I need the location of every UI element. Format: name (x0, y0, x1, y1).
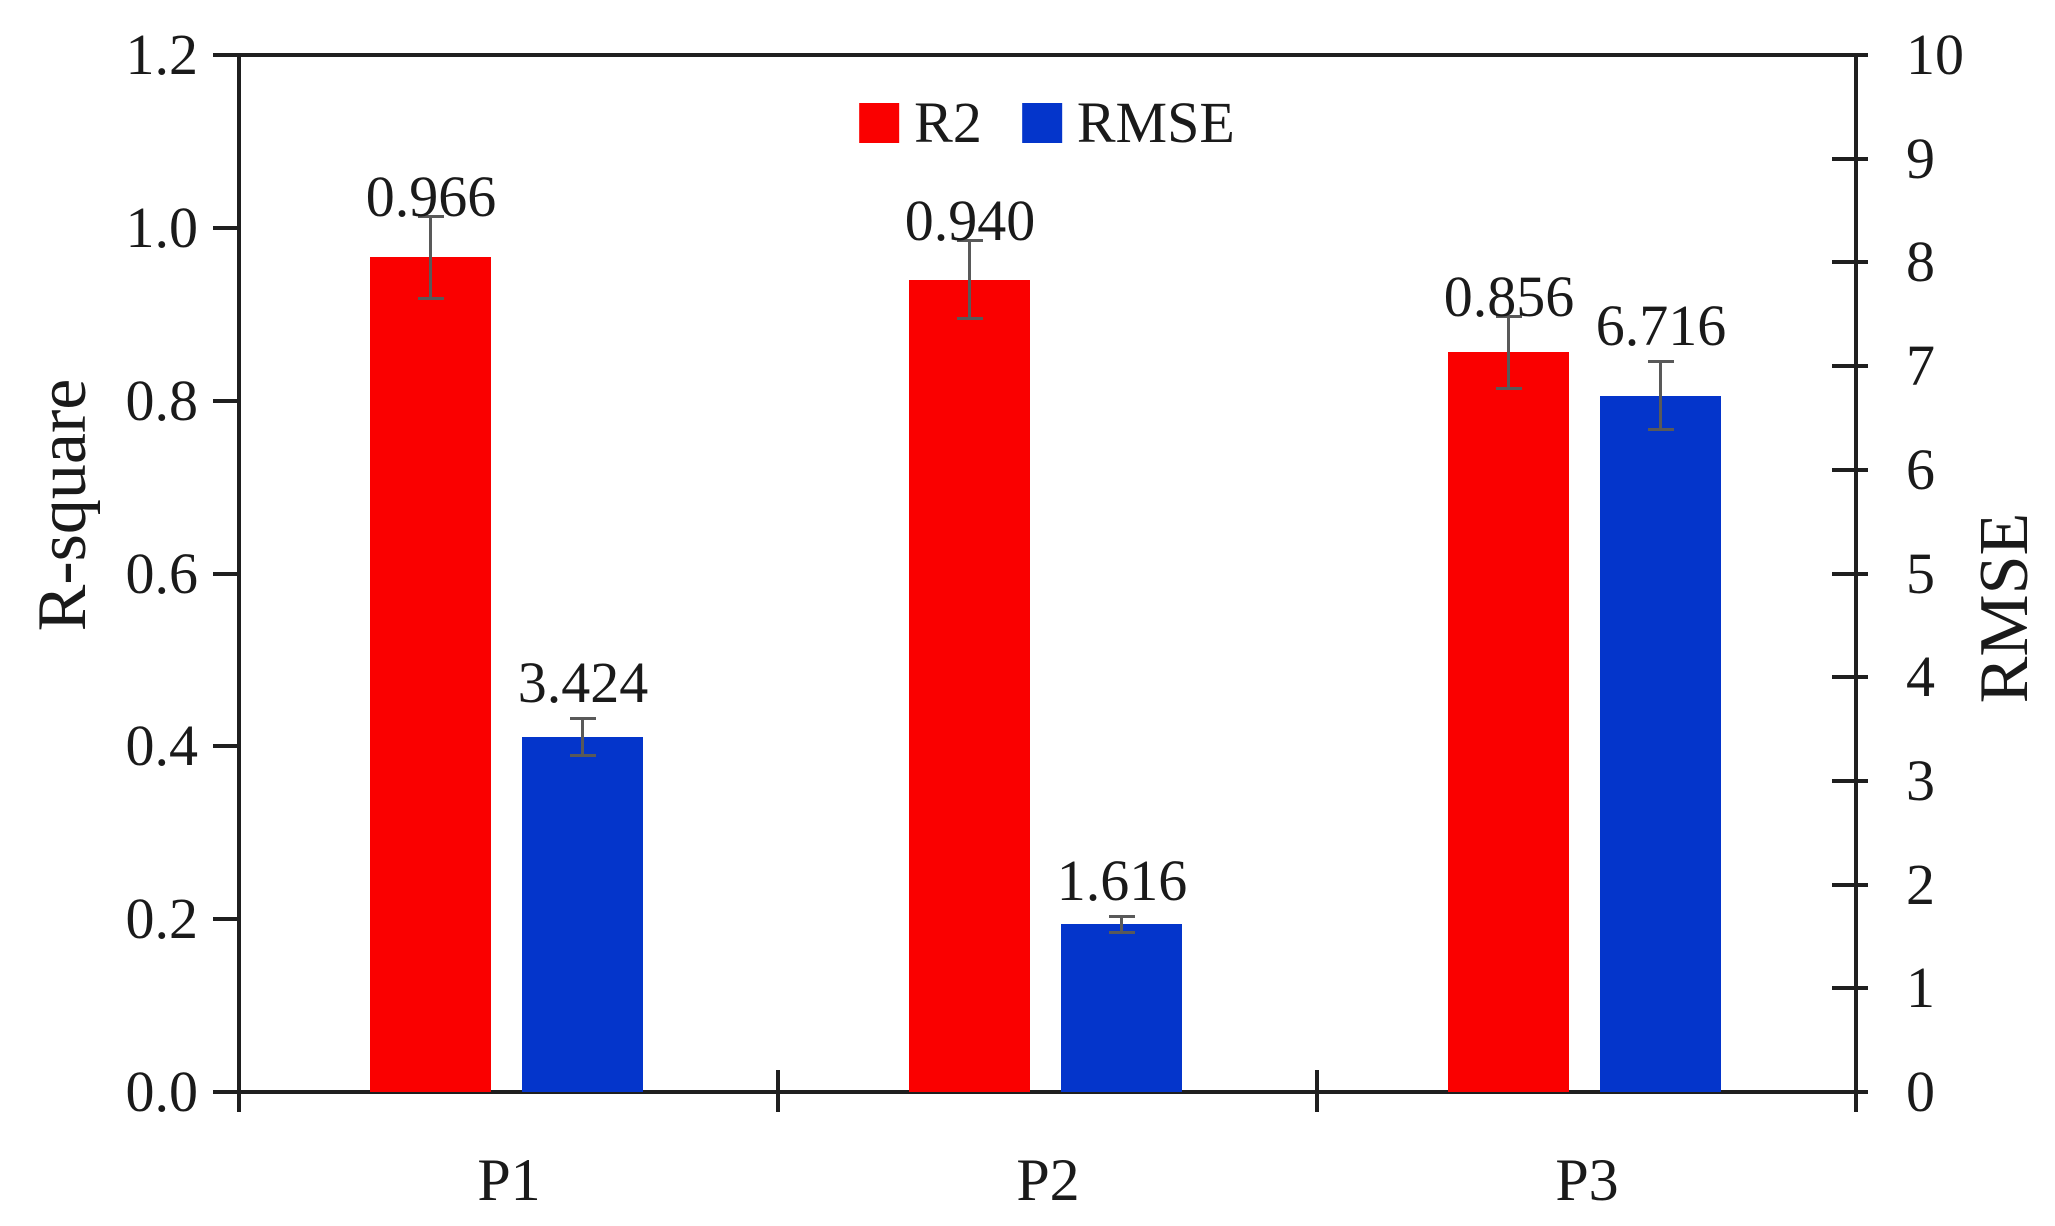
right-axis-tick (1832, 675, 1868, 679)
right-axis-tick-label: 3 (1906, 748, 1935, 813)
x-axis-boundary-tick (776, 1070, 780, 1112)
bar-r2-p1 (370, 257, 491, 1092)
right-axis-line (1854, 53, 1858, 1112)
right-axis-tick (1832, 883, 1868, 887)
right-axis-tick (1832, 572, 1868, 576)
error-bar-cap-top (418, 215, 444, 218)
value-label-rmse-p2: 1.616 (1056, 848, 1188, 913)
error-bar-cap-bottom (570, 754, 596, 757)
bar-rmse-p1 (522, 737, 643, 1092)
left-axis-tick-label: 0.4 (125, 713, 199, 778)
x-axis-boundary-tick (1315, 1070, 1319, 1112)
legend-item-rmse: RMSE (1021, 90, 1235, 155)
error-bar-cap-top (957, 239, 983, 242)
right-axis-tick (1832, 986, 1868, 990)
value-label-rmse-p3: 6.716 (1595, 293, 1727, 358)
error-bar-cap-bottom (957, 317, 983, 320)
category-label-p1: P1 (477, 1147, 541, 1213)
category-label-p2: P2 (1016, 1147, 1080, 1213)
left-axis-tick (213, 53, 237, 57)
error-bar-cap-bottom (418, 297, 444, 300)
value-label-r2-p1: 0.966 (365, 164, 497, 229)
right-axis-tick-label: 8 (1906, 229, 1935, 294)
right-axis-tick-label: 1 (1906, 955, 1935, 1020)
right-axis-tick (1832, 157, 1868, 161)
right-axis-tick (1832, 468, 1868, 472)
error-bar-line (968, 240, 971, 320)
left-axis-tick-label: 0.0 (125, 1059, 199, 1124)
x-axis-line (215, 1090, 1858, 1094)
bar-r2-p2 (909, 280, 1030, 1092)
error-bar-line (429, 216, 432, 299)
bar-r2-p3 (1448, 352, 1569, 1092)
error-bar-line (581, 718, 584, 755)
right-axis-tick-label: 9 (1906, 126, 1935, 191)
error-bar-cap-top (570, 717, 596, 720)
legend-swatch-rmse (1021, 103, 1062, 143)
legend-swatch-r2 (859, 103, 900, 143)
error-bar-cap-top (1109, 915, 1135, 918)
legend-item-r2: R2 (859, 94, 982, 152)
left-axis-tick-label: 1.0 (125, 195, 199, 260)
left-axis-tick (213, 744, 237, 748)
bar-rmse-p2 (1061, 924, 1182, 1092)
right-axis-tick-label: 5 (1906, 541, 1935, 606)
right-axis-tick-label: 0 (1906, 1059, 1935, 1124)
right-axis-tick-label: 2 (1906, 852, 1935, 917)
left-axis-tick (213, 226, 237, 230)
right-axis-tick-label: 7 (1906, 333, 1935, 398)
category-label-p3: P3 (1555, 1147, 1619, 1213)
left-axis-tick-label: 0.6 (125, 541, 199, 606)
value-label-r2-p2: 0.940 (904, 188, 1036, 253)
right-axis-tick-label: 6 (1906, 437, 1935, 502)
plot-frame-top (237, 53, 1858, 57)
left-axis-tick-label: 0.2 (125, 886, 199, 951)
left-axis-line (237, 53, 241, 1112)
bar-rmse-p3 (1600, 396, 1721, 1092)
error-bar-cap-top (1648, 360, 1674, 363)
error-bar-cap-bottom (1109, 931, 1135, 934)
left-axis-tick (213, 572, 237, 576)
right-axis-tick (1832, 53, 1868, 57)
value-label-rmse-p1: 3.424 (517, 650, 649, 715)
left-axis-tick-label: 1.2 (125, 22, 199, 87)
error-bar-line (1507, 316, 1510, 389)
left-axis-tick (213, 1090, 237, 1094)
right-axis-tick-label: 4 (1906, 644, 1935, 709)
right-axis-tick (1832, 260, 1868, 264)
left-axis-tick-label: 0.8 (125, 368, 199, 433)
left-axis-tick (213, 399, 237, 403)
left-axis-tick (213, 917, 237, 921)
error-bar-cap-bottom (1648, 428, 1674, 431)
error-bar-cap-bottom (1496, 387, 1522, 390)
legend-label-r2: R2 (914, 90, 982, 155)
legend-label-rmse: RMSE (1076, 90, 1235, 155)
error-bar-line (1120, 916, 1123, 933)
right-axis-tick (1832, 364, 1868, 368)
error-bar-line (1659, 361, 1662, 429)
right-axis-tick (1832, 1090, 1868, 1094)
right-axis-tick (1832, 779, 1868, 783)
error-bar-cap-top (1496, 315, 1522, 318)
value-label-r2-p3: 0.856 (1443, 264, 1575, 329)
right-axis-tick-label: 10 (1906, 22, 1964, 87)
legend: R2 RMSE (859, 94, 1235, 152)
